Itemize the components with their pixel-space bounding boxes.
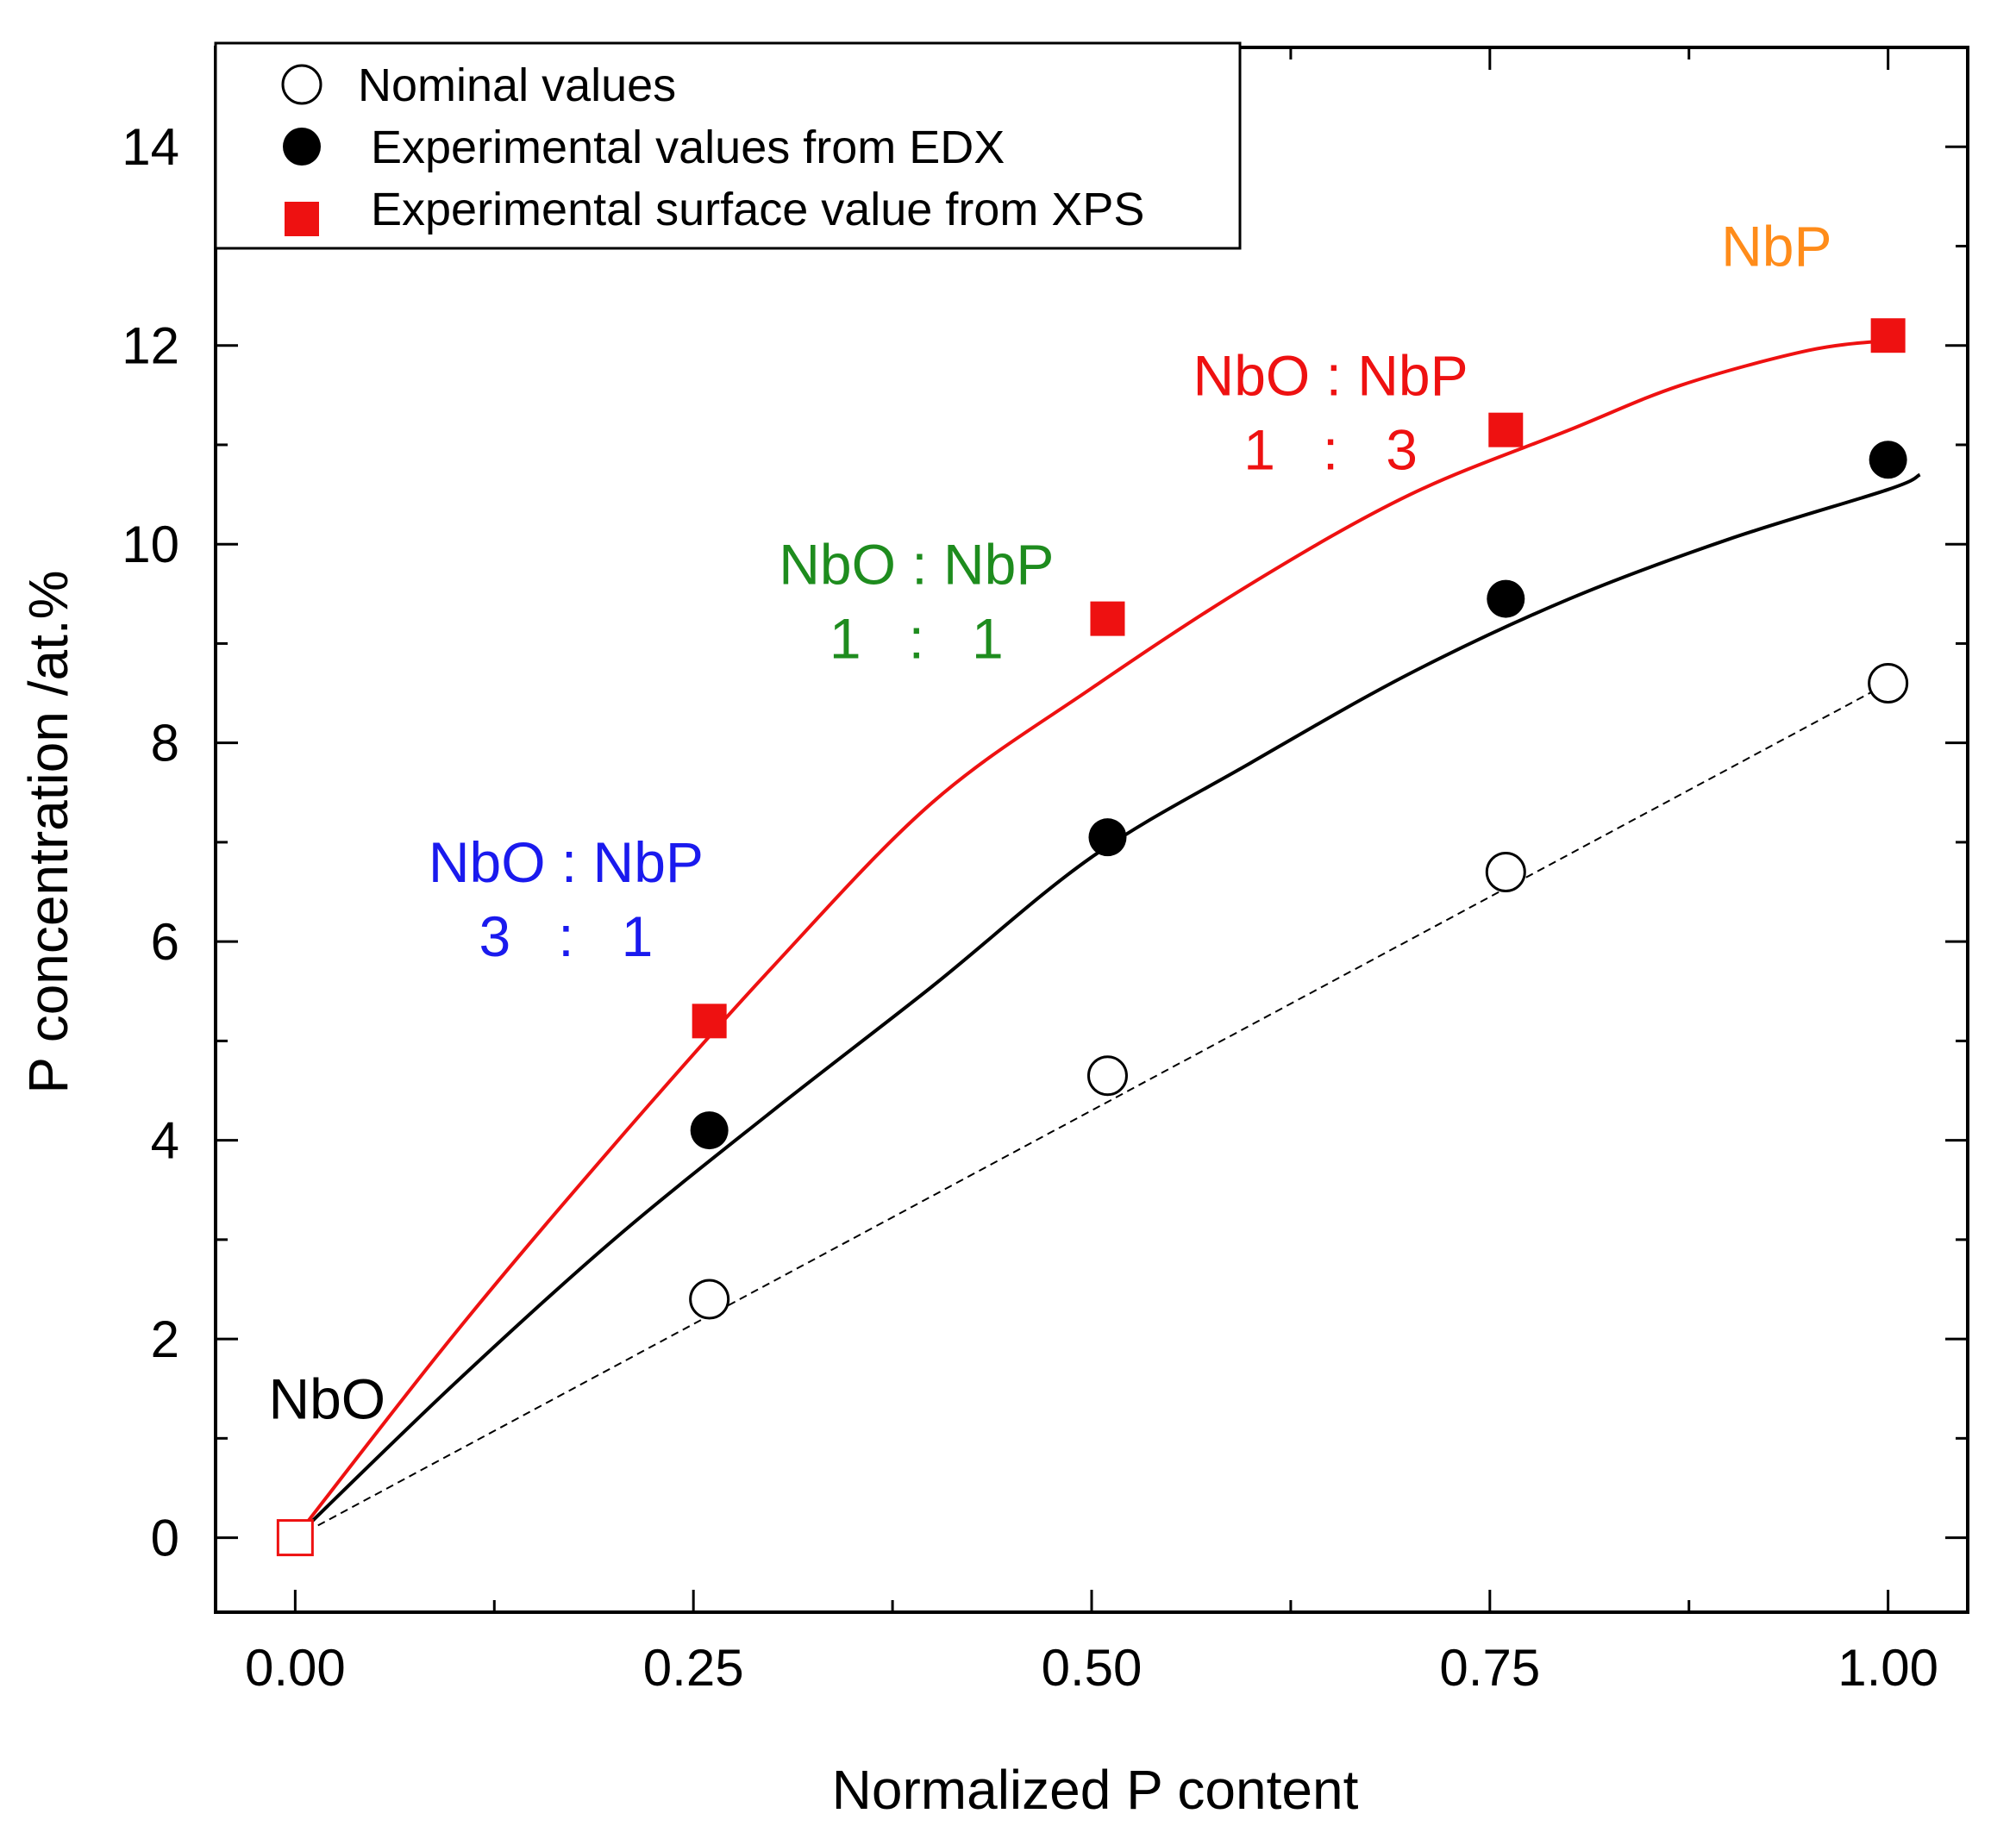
data-point	[1485, 851, 1526, 892]
data-point	[690, 1111, 729, 1150]
y-tick-label: 6	[151, 913, 179, 971]
y-tick-label: 10	[122, 516, 179, 573]
annotation-ratio: 1 : 1	[830, 606, 1004, 670]
y-tick-label: 0	[151, 1510, 179, 1567]
data-point	[276, 1519, 314, 1557]
x-tick-label: 0.25	[643, 1639, 744, 1697]
legend-label: Experimental values from EDX	[371, 122, 1005, 173]
fit-line	[294, 682, 1889, 1539]
y-tick-label: 12	[122, 317, 179, 375]
data-point	[692, 1004, 727, 1039]
annotation-label: NbP	[1721, 215, 1831, 278]
legend-marker	[285, 202, 319, 236]
legend-layer: Nominal values Experimental values from E…	[214, 41, 1242, 250]
annotation-ratio: 3 : 1	[479, 904, 654, 968]
annotation-label: NbO : NbP	[779, 532, 1054, 596]
marker-layer	[276, 318, 1909, 1557]
fit-line	[293, 472, 1921, 1540]
y-axis-label: P concentration /at.%	[17, 570, 79, 1093]
data-point	[1090, 601, 1125, 636]
data-point	[1487, 579, 1525, 618]
data-point	[689, 1279, 730, 1320]
data-point	[1869, 441, 1907, 479]
legend-label: Experimental surface value from XPS	[371, 184, 1144, 235]
annotation-layer: NbO NbO : NbP 3 : 1 NbO : NbP 1 : 1 NbO : NbP…	[268, 215, 1831, 1431]
axes-layer: 0.00 0.25 0.50 0.75 1.00 0 2 4 6 8 10 12 14	[122, 46, 1969, 1697]
legend-box	[214, 41, 1242, 250]
annotation-label: NbO : NbP	[1193, 343, 1468, 407]
x-tick-label: 0.00	[245, 1639, 346, 1697]
x-tick-label: 1.00	[1838, 1639, 1938, 1697]
legend-label: Nominal values	[358, 59, 676, 111]
data-point	[1868, 663, 1909, 704]
data-point	[1088, 818, 1127, 857]
data-point	[1488, 412, 1524, 447]
annotation-label: NbO : NbP	[429, 830, 704, 894]
fit-layer	[293, 338, 1921, 1540]
y-tick-label: 8	[151, 715, 179, 772]
x-tick-label: 0.75	[1439, 1639, 1540, 1697]
data-point	[1870, 318, 1906, 353]
annotation-ratio: 1 : 3	[1243, 417, 1418, 481]
annotation-label: NbO	[268, 1366, 385, 1430]
legend-marker	[281, 64, 322, 105]
x-axis-label: Normalized P content	[832, 1759, 1359, 1821]
x-tick-label: 0.50	[1042, 1639, 1143, 1697]
y-tick-label: 14	[122, 118, 179, 176]
y-tick-label: 4	[151, 1112, 179, 1170]
legend-marker	[283, 128, 321, 166]
y-tick-label: 2	[151, 1310, 179, 1368]
fit-line	[293, 338, 1888, 1539]
data-point	[1086, 1055, 1128, 1097]
